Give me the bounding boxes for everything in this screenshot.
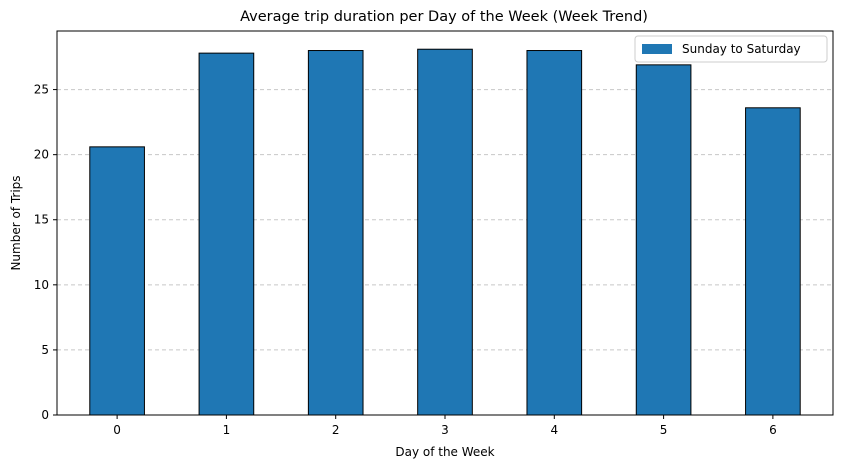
legend-label: Sunday to Saturday: [682, 42, 801, 56]
x-tick-label: 2: [332, 423, 340, 437]
y-tick-label: 5: [41, 343, 49, 357]
bar-5: [636, 65, 691, 415]
bars: [90, 49, 800, 415]
y-tick-label: 15: [34, 213, 49, 227]
x-tick-label: 3: [441, 423, 449, 437]
bar-6: [746, 108, 801, 415]
bar-1: [199, 53, 254, 415]
bar-0: [90, 147, 145, 415]
x-tick-label: 6: [769, 423, 777, 437]
y-axis-ticks: 0 5 10 15 20 25: [34, 83, 57, 422]
bar-3: [418, 49, 473, 415]
x-tick-label: 4: [550, 423, 558, 437]
y-tick-label: 10: [34, 278, 49, 292]
y-tick-label: 25: [34, 83, 49, 97]
x-axis-label: Day of the Week: [395, 445, 494, 459]
chart-title: Average trip duration per Day of the Wee…: [240, 9, 648, 25]
x-tick-label: 0: [113, 423, 121, 437]
bar-2: [308, 51, 363, 415]
legend: Sunday to Saturday: [635, 36, 827, 62]
legend-swatch: [642, 44, 672, 54]
y-tick-label: 20: [34, 148, 49, 162]
x-tick-label: 1: [223, 423, 231, 437]
y-tick-label: 0: [41, 408, 49, 422]
y-axis-label: Number of Trips: [9, 175, 23, 270]
x-tick-label: 5: [660, 423, 668, 437]
x-axis-ticks: 0 1 2 3 4 5 6: [113, 415, 776, 437]
bar-4: [527, 51, 582, 415]
